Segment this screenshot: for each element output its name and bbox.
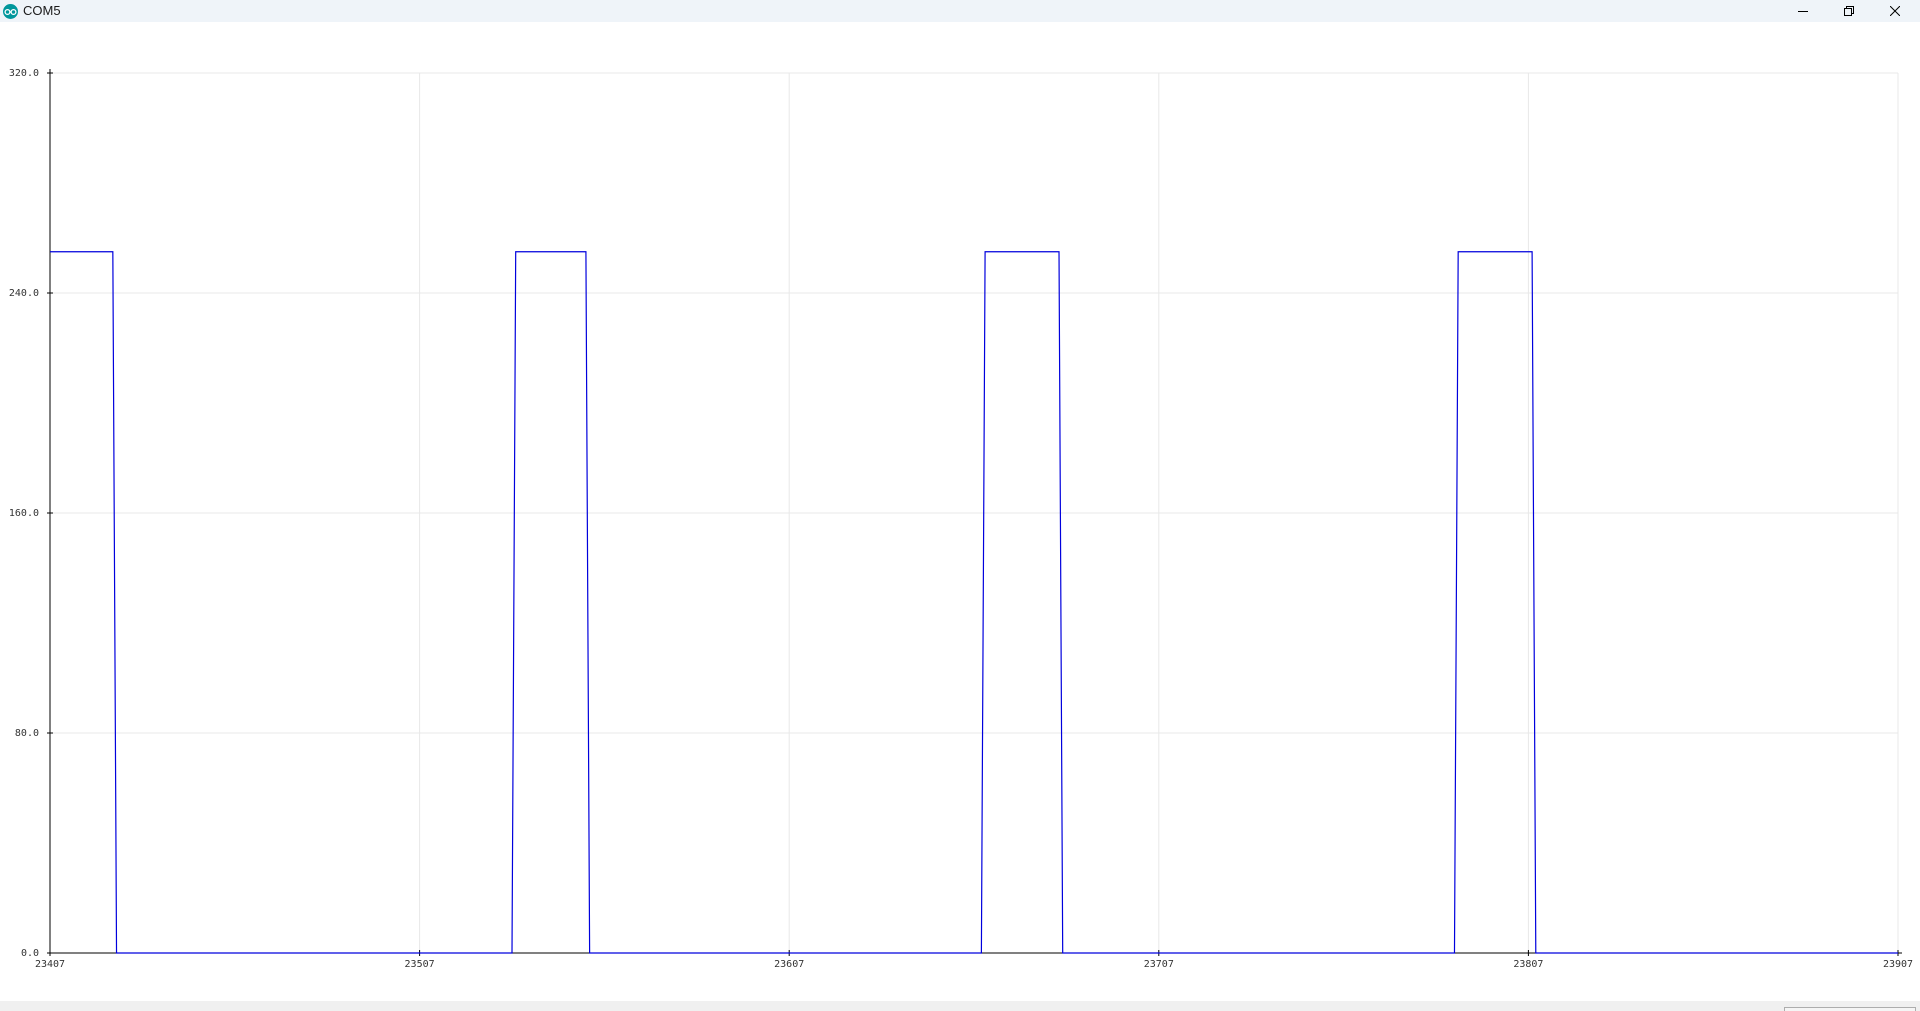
x-tick-label: 23707 <box>1144 959 1174 970</box>
plot-area: 23407 23507 23607 23707 23807 23907 0.0 80.0 160… <box>0 22 1920 1001</box>
minimize-icon <box>1798 11 1808 12</box>
series-line <box>50 251 1898 954</box>
window-title: COM5 <box>23 3 61 18</box>
arduino-icon <box>3 4 18 19</box>
x-tick-label: 23907 <box>1883 959 1913 970</box>
serial-plot: 23407 23507 23607 23707 23807 23907 0.0 80.0 160… <box>9 68 1913 970</box>
grid <box>50 72 1899 953</box>
restore-button[interactable] <box>1826 0 1872 22</box>
close-icon <box>1890 6 1900 16</box>
x-tick-label: 23507 <box>405 959 435 970</box>
y-tick-label: 0.0 <box>21 948 39 959</box>
x-tick-label: 23607 <box>774 959 804 970</box>
close-button[interactable] <box>1872 0 1918 22</box>
minimize-button[interactable] <box>1780 0 1826 22</box>
series-layer <box>50 251 1898 954</box>
tick-labels: 23407 23507 23607 23707 23807 23907 0.0 80.0 160… <box>9 68 1913 970</box>
x-tick-label: 23807 <box>1513 959 1543 970</box>
title-bar[interactable]: COM5 <box>0 0 1920 22</box>
y-tick-label: 240.0 <box>9 288 39 299</box>
restore-icon <box>1844 6 1854 16</box>
bottom-control[interactable] <box>1784 1007 1916 1011</box>
status-bar <box>0 1001 1920 1011</box>
y-tick-label: 320.0 <box>9 68 39 79</box>
y-tick-label: 80.0 <box>15 728 39 739</box>
y-tick-label: 160.0 <box>9 508 39 519</box>
x-tick-label: 23407 <box>35 959 65 970</box>
